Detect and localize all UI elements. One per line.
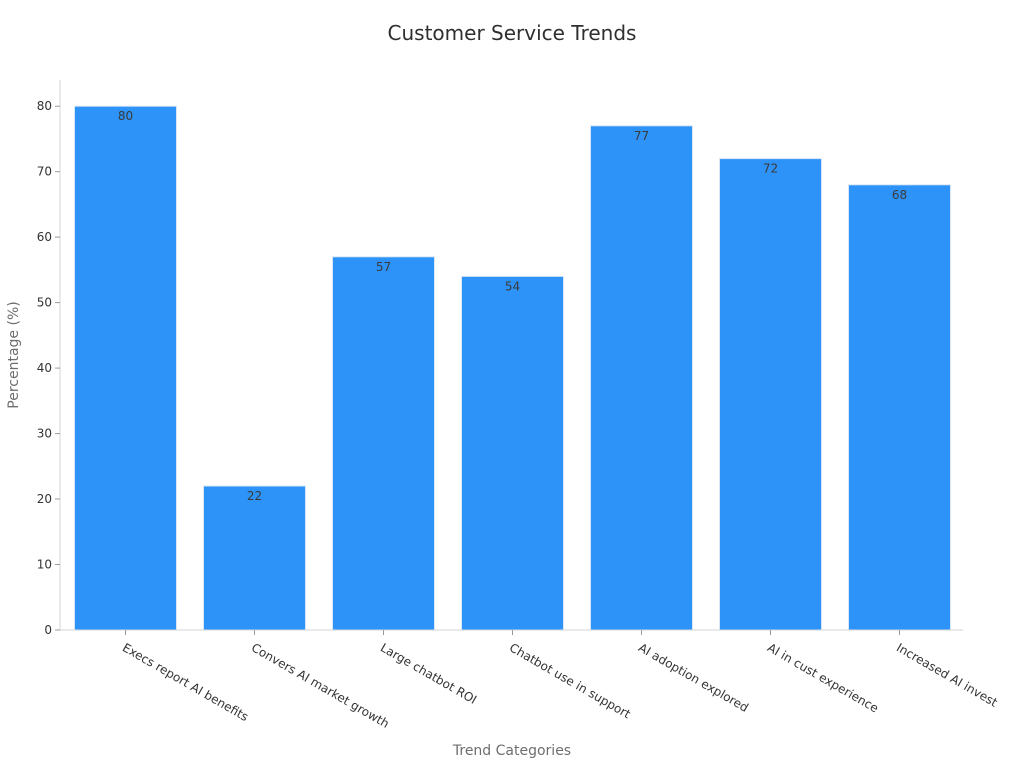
y-tick-label: 0 [44, 623, 52, 637]
bar-value-label: 68 [892, 188, 907, 202]
y-tick-label: 10 [37, 558, 52, 572]
bar [719, 158, 822, 631]
y-axis-label: Percentage (%) [6, 301, 22, 408]
bar [203, 485, 306, 631]
bar-value-label: 22 [247, 489, 262, 503]
y-tick-label: 80 [37, 99, 52, 113]
x-tick-label: Execs report AI benefits [120, 640, 251, 724]
bar [332, 256, 435, 631]
bar-value-label: 80 [118, 109, 133, 123]
bar-value-label: 54 [505, 279, 520, 293]
bar [461, 275, 564, 631]
bar-value-label: 57 [376, 260, 391, 274]
x-tick-label: Large chatbot ROI [378, 640, 479, 706]
y-axis-ticks: 0 10 20 30 40 50 60 70 80 [37, 99, 60, 637]
y-tick-label: 50 [37, 296, 52, 310]
y-tick-label: 40 [37, 361, 52, 375]
x-tick-label: AI adoption explored [636, 640, 751, 714]
x-tick-label: Increased AI invest [894, 640, 1000, 709]
y-tick-label: 20 [37, 492, 52, 506]
bar-value-label: 72 [763, 162, 778, 176]
y-tick-label: 60 [37, 230, 52, 244]
x-axis-label: Trend Categories [452, 743, 571, 759]
chart-title: Customer Service Trends [388, 21, 637, 45]
x-tick-label: Convers AI market growth [249, 640, 392, 730]
bar [590, 125, 693, 631]
bar [74, 105, 177, 631]
bar [848, 184, 951, 631]
bar-value-label: 77 [634, 129, 649, 143]
bars [74, 105, 951, 631]
data-labels: 80 22 57 54 77 72 68 [118, 109, 907, 503]
x-tick-label: Chatbot use in support [507, 640, 633, 721]
x-tick-label: AI in cust experience [765, 640, 881, 715]
y-tick-label: 70 [37, 165, 52, 179]
y-tick-label: 30 [37, 427, 52, 441]
